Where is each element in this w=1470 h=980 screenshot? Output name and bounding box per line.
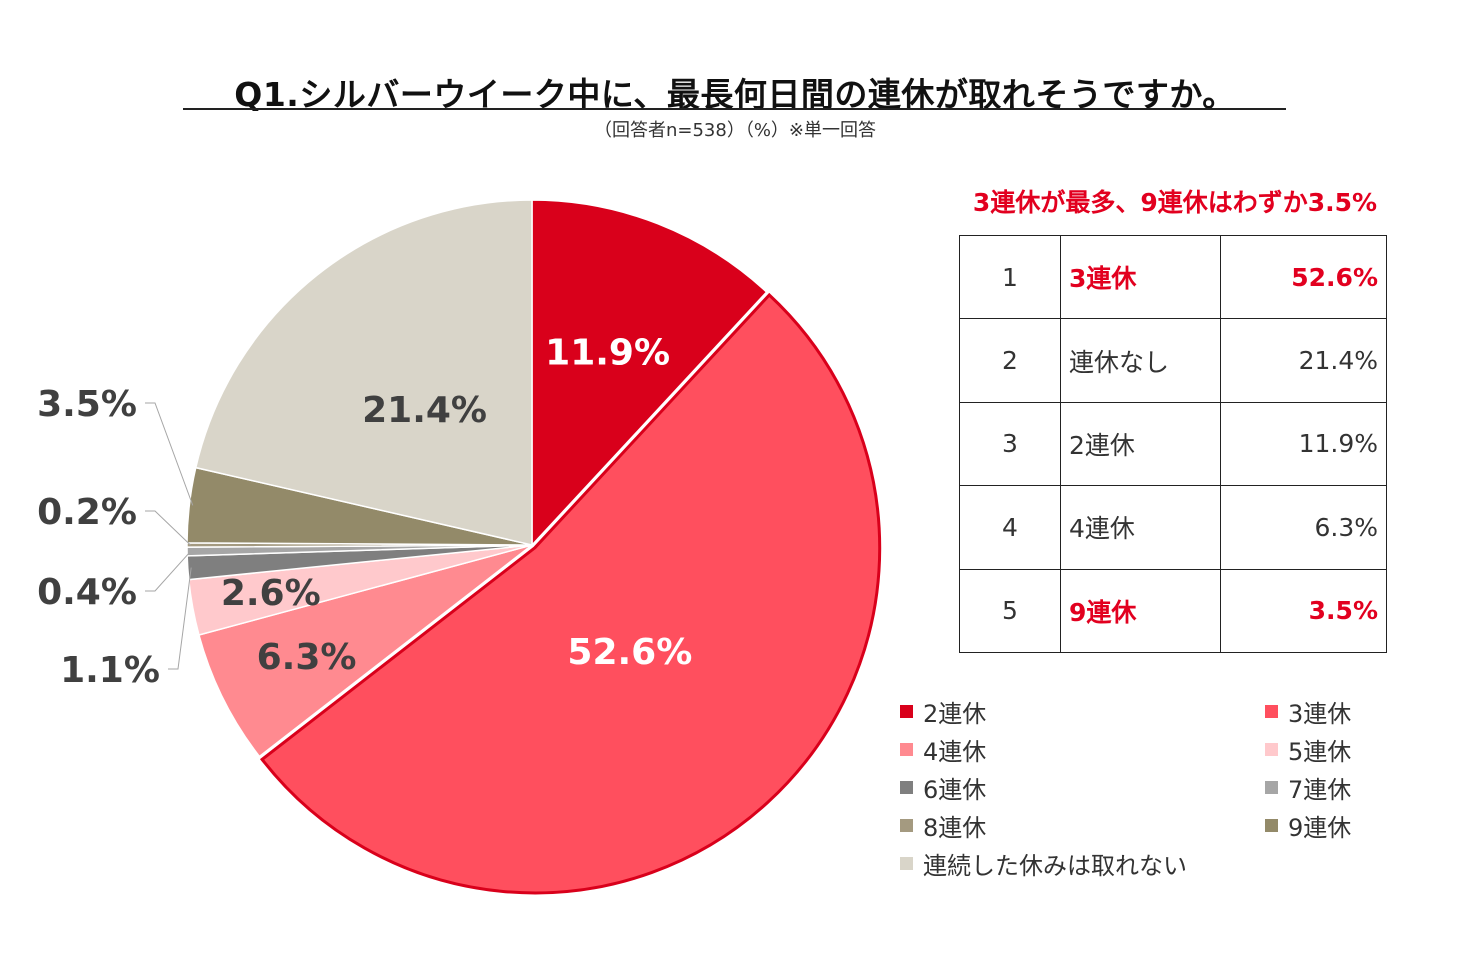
pie-slice [531,199,768,547]
legend-swatch [1265,743,1278,756]
legend-label: 9連休 [1288,814,1352,842]
chart-subtitle: （回答者n=538）（%）※単一回答 [593,120,877,141]
legend-swatch [1265,781,1278,794]
chart-title: Q1.シルバーウイーク中に、最長何日間の連休が取れそうですか。 [234,75,1236,114]
legend-label: 8連休 [923,814,987,842]
legend-item: 2連休 [900,694,986,729]
ranking-percent: 52.6% [1220,234,1387,320]
ranking-percent: 21.4% [1220,318,1387,403]
legend-label: 2連休 [923,700,987,728]
legend-label: 3連休 [1288,700,1352,728]
slice-label: 0.2% [37,492,137,533]
ranking-rank: 2 [959,318,1061,403]
legend-swatch [1265,819,1278,832]
legend-swatch [900,857,913,870]
highlight-caption: 3連休が最多、9連休はわずか3.5% [972,188,1378,217]
ranking-name: 9連休 [1060,568,1221,654]
legend-item: 7連休 [1265,770,1351,805]
legend-label: 7連休 [1288,776,1352,804]
leader-line [145,402,194,506]
legend-swatch [900,781,913,794]
pie-slice [198,544,533,758]
pie-slice [194,199,533,546]
legend-item: 5連休 [1265,732,1351,767]
ranking-row: 5 9連休 3.5% [959,568,1387,654]
pie-slice [259,292,882,895]
ranking-row: 2 連休なし 21.4% [959,318,1387,403]
ranking-rank: 4 [959,485,1061,570]
ranking-name: 連休なし [1060,318,1221,403]
legend-item: 4連休 [900,732,986,767]
title-underline [183,108,1286,110]
ranking-name: 2連休 [1060,401,1221,487]
ranking-percent: 6.3% [1220,485,1387,570]
slice-label: 6.3% [257,637,357,678]
ranking-rank: 3 [959,401,1061,487]
ranking-rank: 1 [959,234,1061,320]
leader-line [145,551,191,592]
ranking-name: 4連休 [1060,485,1221,570]
leader-line [168,567,192,670]
legend-item: 3連休 [1265,694,1351,729]
slice-label: 21.4% [362,390,487,431]
leader-line [145,510,191,546]
slice-label: 1.1% [60,650,160,691]
legend-item: 9連休 [1265,808,1351,843]
ranking-row: 1 3連休 52.6% [959,234,1387,320]
legend-label: 連続した休みは取れない [923,852,1187,880]
slice-label: 52.6% [567,632,692,673]
legend-item: 連続した休みは取れない [900,846,1187,881]
ranking-row: 4 4連休 6.3% [959,485,1387,570]
legend-label: 5連休 [1288,738,1352,766]
slice-label: 3.5% [37,384,137,425]
ranking-name: 3連休 [1060,234,1221,320]
ranking-percent: 3.5% [1220,568,1387,654]
legend-swatch [900,819,913,832]
legend-swatch [900,743,913,756]
slice-label: 11.9% [545,332,670,373]
ranking-rank: 5 [959,568,1061,654]
ranking-percent: 11.9% [1220,401,1387,487]
ranking-table: 1 3連休 52.6% 2 連休なし 21.4% 3 2連休 11.9% 4 4連休 6.3% 5 9連休… [959,234,1387,654]
legend-label: 6連休 [923,776,987,804]
legend-item: 8連休 [900,808,986,843]
slice-label: 0.4% [37,572,137,613]
legend-swatch [900,705,913,718]
slice-label: 2.6% [221,573,321,614]
legend-item: 6連休 [900,770,986,805]
ranking-row: 3 2連休 11.9% [959,401,1387,487]
legend-label: 4連休 [923,738,987,766]
legend-swatch [1265,705,1278,718]
